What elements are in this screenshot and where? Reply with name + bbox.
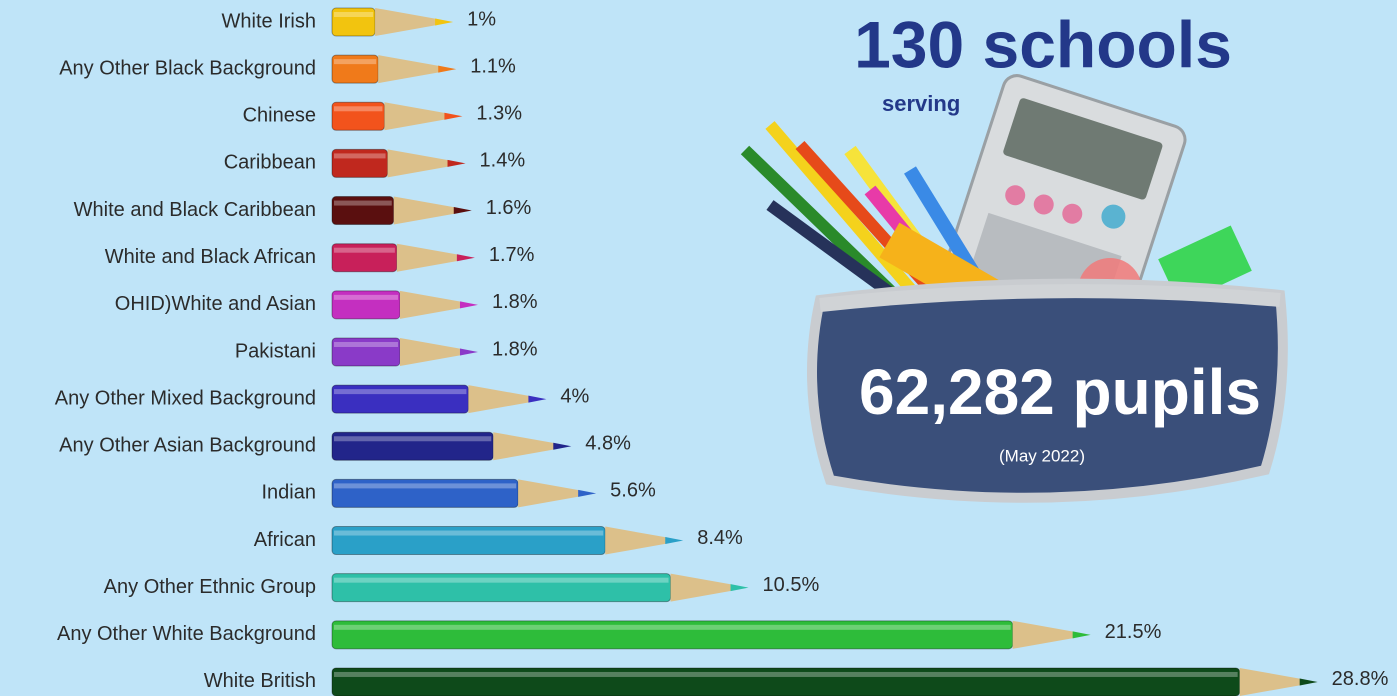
category-label: White British — [204, 670, 316, 692]
pencil — [331, 526, 684, 556]
pencil-wood — [1239, 667, 1302, 696]
pencil — [331, 54, 457, 84]
pencil-lead — [459, 348, 478, 356]
pencil-wood — [378, 55, 441, 84]
value-label: 4.8% — [585, 433, 631, 455]
pencil — [331, 573, 749, 603]
pencil-lead — [459, 301, 478, 309]
value-label: 5.6% — [610, 480, 656, 502]
pencil-lead — [528, 395, 547, 403]
value-label: 10.5% — [763, 574, 820, 596]
value-label: 1.6% — [486, 197, 532, 219]
pencil-lead — [553, 442, 572, 450]
illustration — [740, 74, 1288, 503]
category-label: Any Other Asian Background — [59, 435, 316, 457]
serving-text: serving — [882, 91, 960, 116]
category-label: Caribbean — [224, 152, 316, 174]
pencil-lead — [1299, 678, 1318, 686]
pencil-lead — [435, 18, 454, 26]
pencil — [331, 290, 478, 320]
pencil-shine — [334, 247, 395, 253]
value-label: 8.4% — [697, 527, 743, 549]
pencil-wood — [468, 385, 531, 414]
pencil-shine — [334, 59, 377, 65]
category-label: OHID)White and Asian — [115, 293, 316, 315]
pencil-shine — [334, 389, 467, 395]
category-label: Pakistani — [235, 340, 316, 362]
category-label: Any Other Mixed Background — [55, 387, 316, 409]
pencil-wood — [387, 149, 450, 178]
pencil-lead — [1072, 631, 1091, 639]
pencil-shine — [334, 341, 398, 347]
pencil — [331, 7, 454, 37]
value-label: 4% — [560, 385, 589, 407]
pencil — [331, 431, 572, 461]
pencil-shine — [334, 106, 383, 112]
pencil-lead — [665, 537, 684, 545]
pencil — [331, 620, 1091, 650]
pencil-lead — [453, 207, 472, 215]
pencil-shine — [334, 624, 1011, 630]
value-label: 28.8% — [1332, 668, 1389, 690]
pencil-lead — [456, 254, 475, 262]
value-label: 1% — [467, 8, 496, 30]
pencil — [331, 196, 472, 226]
category-label: White and Black African — [105, 246, 316, 268]
schools-headline: 130 schools — [854, 7, 1232, 81]
pencil-wood — [399, 337, 462, 366]
pencil-shine — [334, 200, 392, 206]
value-label: 1.8% — [492, 291, 538, 313]
pencil — [331, 384, 547, 414]
pencil-wood — [670, 573, 733, 602]
pencil-wood — [605, 526, 668, 555]
pencil-wood — [393, 196, 456, 225]
pencil-shine — [334, 12, 374, 17]
pencil-shine — [334, 294, 398, 300]
pencil — [331, 667, 1318, 696]
pencil-shine — [334, 153, 386, 159]
pencil-shine — [334, 671, 1238, 677]
category-label: Any Other Black Background — [59, 57, 316, 79]
pupils-headline: 62,282 pupils — [859, 356, 1261, 428]
value-label: 1.1% — [470, 55, 516, 77]
date-text: (May 2022) — [999, 446, 1085, 465]
pencil-wood — [375, 8, 438, 36]
pencil — [331, 478, 597, 508]
pencil — [331, 148, 466, 178]
pencil-lead — [438, 65, 457, 73]
category-label: Any Other White Background — [57, 623, 316, 645]
pencil-wood — [493, 432, 556, 461]
value-label: 21.5% — [1105, 621, 1162, 643]
pencil — [331, 243, 475, 273]
category-label: Indian — [262, 482, 317, 504]
value-label: 1.3% — [476, 103, 522, 125]
pencil-wood — [396, 243, 459, 272]
pencil-wood — [399, 290, 462, 319]
value-label: 1.4% — [480, 150, 526, 172]
pencil-wood — [1012, 620, 1075, 649]
pencil-lead — [730, 584, 749, 592]
pencil-wood — [384, 102, 447, 131]
pencil — [331, 337, 478, 367]
category-label: Any Other Ethnic Group — [104, 576, 316, 598]
value-label: 1.8% — [492, 338, 538, 360]
category-label: African — [254, 529, 316, 551]
category-label: White Irish — [222, 10, 316, 32]
pencil-lead — [578, 489, 597, 497]
pencil-shine — [334, 577, 669, 583]
pencil-shine — [334, 530, 604, 536]
category-label: Chinese — [243, 105, 316, 127]
category-label: White and Black Caribbean — [74, 199, 316, 221]
pencil — [331, 101, 463, 131]
pencil-shine — [334, 436, 492, 442]
pencil-wood — [518, 479, 581, 508]
pencil-lead — [444, 112, 463, 120]
pencil-lead — [447, 159, 466, 167]
pencil-shine — [334, 483, 517, 489]
value-label: 1.7% — [489, 244, 535, 266]
